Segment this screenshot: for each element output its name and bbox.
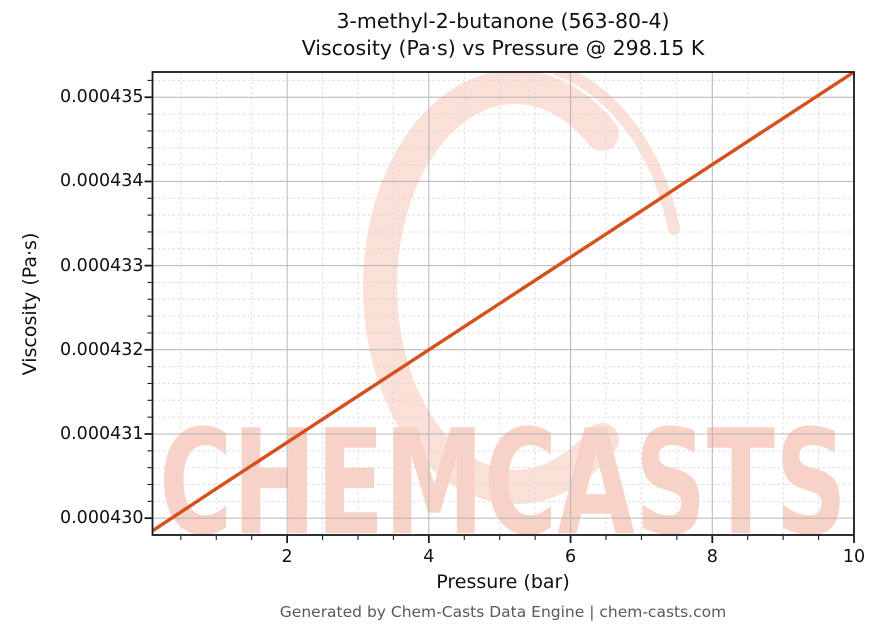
y-tick-label: 0.000434: [59, 171, 144, 192]
x-tick-label: 8: [706, 547, 718, 567]
x-axis-label: Pressure (bar): [436, 571, 570, 593]
chart-title-line1: 3-methyl-2-butanone (563-80-4): [336, 9, 670, 33]
x-tick-label: 10: [842, 547, 866, 567]
y-tick-label: 0.000430: [59, 508, 144, 529]
x-tick-label: 2: [281, 547, 293, 567]
x-tick-label: 6: [564, 547, 577, 567]
y-tick-label: 0.000435: [59, 87, 144, 108]
x-tick-label: 4: [423, 547, 435, 567]
y-tick-label: 0.000432: [59, 339, 144, 360]
tick-marks: [144, 79, 855, 543]
y-tick-label: 0.000431: [59, 423, 144, 444]
watermark-group: CHEMCASTS: [159, 72, 847, 568]
chart-title-line2: Viscosity (Pa·s) vs Pressure @ 298.15 K: [301, 36, 705, 60]
minor-grid: [152, 72, 854, 535]
watermark-c-ring: [363, 72, 619, 504]
watermark-text: CHEMCASTS: [159, 399, 847, 568]
data-line: [152, 72, 854, 533]
footer-credit: Generated by Chem-Casts Data Engine | ch…: [279, 603, 727, 621]
y-tick-label: 0.000433: [59, 255, 144, 276]
plot-border: [151, 71, 855, 536]
